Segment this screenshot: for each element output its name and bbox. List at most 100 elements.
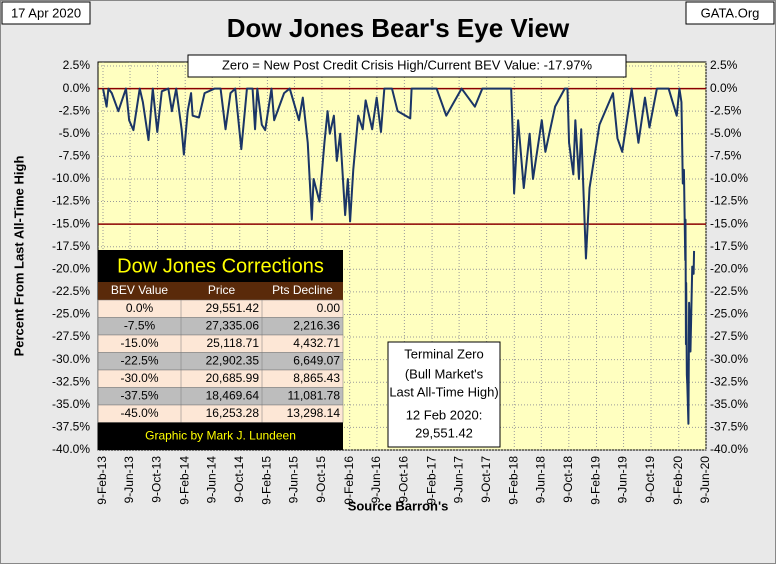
date-box	[1, 1, 91, 25]
x-tick-label: 9-Jun-20	[698, 456, 712, 504]
subtitle-box	[187, 54, 627, 78]
y-tick-label: -20.0%	[52, 261, 90, 275]
x-tick-label: 9-Jun-17	[451, 456, 465, 504]
y-tick-label: -22.5%	[52, 284, 90, 298]
note-line: Terminal Zero	[404, 346, 483, 361]
table-header: Pts Decline	[272, 283, 333, 297]
x-tick-label: 9-Feb-20	[671, 456, 685, 505]
y-tick-label: -5.0%	[59, 126, 91, 140]
y2-tick-label: -15.0%	[710, 216, 748, 230]
y-tick-label: -37.5%	[52, 420, 90, 434]
x-tick-label: 9-Oct-16	[397, 456, 411, 503]
corrections-table: Dow Jones Corrections BEV Value Price Pts D…	[97, 250, 344, 450]
site-box	[685, 1, 775, 25]
y2-tick-label: -25.0%	[710, 307, 748, 321]
x-tick-label: 9-Feb-15	[260, 456, 274, 505]
table-cell: -30.0%	[120, 371, 158, 385]
y2-tick-label: -17.5%	[710, 239, 748, 253]
table-cell: 20,685.99	[206, 371, 260, 385]
y2-tick-label: -22.5%	[710, 284, 748, 298]
x-tick-label: 9-Oct-14	[232, 456, 246, 503]
x-tick-label: 9-Jun-19	[616, 456, 630, 504]
note-line: 29,551.42	[415, 425, 473, 440]
y2-tick-label: -2.5%	[710, 103, 742, 117]
x-tick-label: 9-Oct-18	[561, 456, 575, 503]
y2-tick-label: -5.0%	[710, 126, 742, 140]
table-header: BEV Value	[111, 283, 168, 297]
table-cell: 2,216.36	[293, 318, 340, 332]
table-title-bg	[98, 250, 343, 282]
y2-tick-label: -37.5%	[710, 420, 748, 434]
y-tick-label: -2.5%	[59, 103, 91, 117]
y-tick-label: -25.0%	[52, 307, 90, 321]
table-cell: -15.0%	[120, 336, 158, 350]
table-footer: Graphic by Mark J. Lundeen	[145, 428, 296, 442]
y-tick-label: -27.5%	[52, 329, 90, 343]
table-cell: 27,335.06	[206, 318, 260, 332]
y2-tick-label: -10.0%	[710, 171, 748, 185]
table-cell: 25,118.71	[207, 336, 260, 350]
y-tick-label: -32.5%	[52, 374, 90, 388]
table-footer-bg	[98, 422, 343, 450]
table-cell: 16,253.28	[206, 406, 260, 420]
date-stamp: 17 Apr 2020	[11, 5, 81, 20]
x-tick-label: 9-Feb-19	[589, 456, 603, 505]
table-cell: 0.00	[317, 301, 341, 315]
y2-tick-label: -7.5%	[710, 149, 742, 163]
y-tick-label: -7.5%	[59, 149, 91, 163]
subtitle: Zero = New Post Credit Crisis High/Curre…	[222, 57, 592, 72]
x-tick-label: 9-Feb-16	[342, 456, 356, 505]
y2-tick-label: 2.5%	[710, 58, 738, 72]
series	[102, 87, 696, 425]
site: GATA.Org	[701, 5, 760, 20]
table-cell: -45.0%	[120, 406, 158, 420]
note-line: (Bull Market's	[405, 366, 484, 381]
x-tick-label: 9-Feb-13	[95, 456, 109, 505]
table-cell: 18,469.64	[206, 388, 260, 402]
table-header: Price	[208, 283, 236, 297]
table-header-bg	[98, 282, 343, 300]
x-tick-label: 9-Oct-13	[150, 456, 164, 503]
table-cell: 13,298.14	[287, 406, 341, 420]
note-box	[387, 341, 501, 448]
table-cell: 11,081.78	[288, 388, 341, 402]
y-tick-label: -35.0%	[52, 397, 90, 411]
y2-tick-label: 0.0%	[710, 81, 738, 95]
y2-tick-label: -32.5%	[710, 374, 748, 388]
table-cell: 29,551.42	[206, 301, 260, 315]
y2-tick-label: -20.0%	[710, 261, 748, 275]
x-tick-label: 9-Jun-13	[122, 456, 136, 504]
y-tick-label: 0.0%	[63, 81, 91, 95]
y2-tick-label: -12.5%	[710, 194, 748, 208]
y-axis-label: Percent From Last All-Time High	[11, 156, 26, 357]
y2-tick-label: -30.0%	[710, 352, 748, 366]
y-tick-label: -12.5%	[52, 194, 90, 208]
x-tick-label: 9-Feb-14	[177, 456, 191, 505]
table-title: Dow Jones Corrections	[117, 255, 324, 277]
y-tick-label: -17.5%	[52, 239, 90, 253]
chart-title: Dow Jones Bear's Eye View	[227, 13, 570, 43]
table-cell: 22,902.35	[206, 353, 260, 367]
reference-lines	[98, 87, 706, 225]
note-line: 12 Feb 2020:	[406, 407, 483, 422]
table-cell: 6,649.07	[293, 353, 340, 367]
y2-tick-label: -40.0%	[710, 442, 748, 456]
x-tick-label: 9-Oct-19	[643, 456, 657, 503]
y-tick-label: 2.5%	[63, 58, 91, 72]
x-axis-label: Source Barron's	[348, 498, 449, 513]
table-cell: -7.5%	[124, 318, 156, 332]
table-cell: -37.5%	[120, 388, 158, 402]
x-tick-label: 9-Feb-18	[506, 456, 520, 505]
x-tick-label: 9-Jun-15	[287, 456, 301, 504]
x-tick-label: 9-Jun-18	[534, 456, 548, 504]
y-tick-label: -10.0%	[52, 171, 90, 185]
y-tick-label: -30.0%	[52, 352, 90, 366]
note-line: Last All-Time High)	[389, 384, 498, 399]
series-line	[102, 87, 696, 425]
table-cell: -22.5%	[120, 353, 158, 367]
x-tick-label: 9-Jun-16	[369, 456, 383, 504]
x-tick-label: 9-Oct-15	[314, 456, 328, 503]
y2-tick-label: -35.0%	[710, 397, 748, 411]
table-cell: 8,865.43	[293, 371, 340, 385]
